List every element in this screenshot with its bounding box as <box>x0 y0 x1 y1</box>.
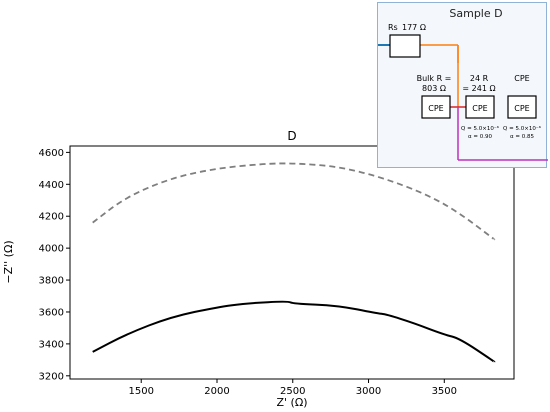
bulk-cpe-label: CPE <box>428 104 443 113</box>
gb-label-line1: 24 R <box>470 74 489 83</box>
y-tick-label: 4400 <box>39 180 64 191</box>
gb-alpha-value: α = 0.90 <box>468 134 492 140</box>
equivalent-circuit-diagram: Sample D Rs 177 Ω Bulk R = 803 Ω CPE 24 … <box>378 7 548 161</box>
rs-value: 177 Ω <box>402 23 426 32</box>
cpe-box <box>507 95 537 119</box>
x-tick-label: 1500 <box>128 386 153 397</box>
circuit-inset: Sample D Rs 177 Ω Bulk R = 803 Ω CPE 24 … <box>377 2 548 168</box>
y-tick-label: 4000 <box>39 244 64 255</box>
y-tick-label: 4600 <box>39 148 64 159</box>
y-tick-label: 4200 <box>39 212 64 223</box>
y-tick-label: 3600 <box>39 307 64 318</box>
rs-resistor <box>389 34 421 58</box>
axes-frame <box>69 145 515 380</box>
x-tick-label: 3500 <box>432 386 457 397</box>
x-tick-label: 2500 <box>280 386 305 397</box>
cpe-box-label: CPE <box>514 104 529 113</box>
bulk-label-line2: 803 Ω <box>422 84 446 93</box>
rs-label: Rs <box>388 23 398 32</box>
y-tick-label: 3400 <box>39 339 64 350</box>
y-axis-label: −Z'' (Ω) <box>2 240 15 283</box>
plot-area <box>92 162 496 363</box>
x-tick-label: 2000 <box>204 386 229 397</box>
y-tick-label: 3800 <box>39 276 64 287</box>
gb-cpe-box <box>465 95 495 119</box>
gb-cpe-label: CPE <box>472 104 487 113</box>
cpe-alpha-value: α = 0.85 <box>510 134 534 140</box>
y-tick-label: 3200 <box>39 371 64 382</box>
solid-series-line <box>92 300 496 363</box>
chart-title: D <box>287 129 296 143</box>
gb-label-line2: = 241 Ω <box>462 84 495 93</box>
bulk-label-line1: Bulk R = <box>417 74 452 83</box>
bulk-cpe-box <box>421 95 451 119</box>
gb-q-value: Q = 5.0×10⁻⁶ <box>461 125 500 132</box>
inset-title: Sample D <box>449 7 502 20</box>
x-axis-label: Z' (Ω) <box>276 396 307 409</box>
x-tick-label: 3000 <box>356 386 381 397</box>
dashed-series-line <box>92 162 496 241</box>
cpe-header: CPE <box>514 74 529 83</box>
axes-ticks: 1500 2000 2500 3000 3500 3200 3400 3600 3800 4000… <box>39 148 457 397</box>
cpe-q-value: Q = 5.0×10⁻⁶ <box>503 125 542 132</box>
